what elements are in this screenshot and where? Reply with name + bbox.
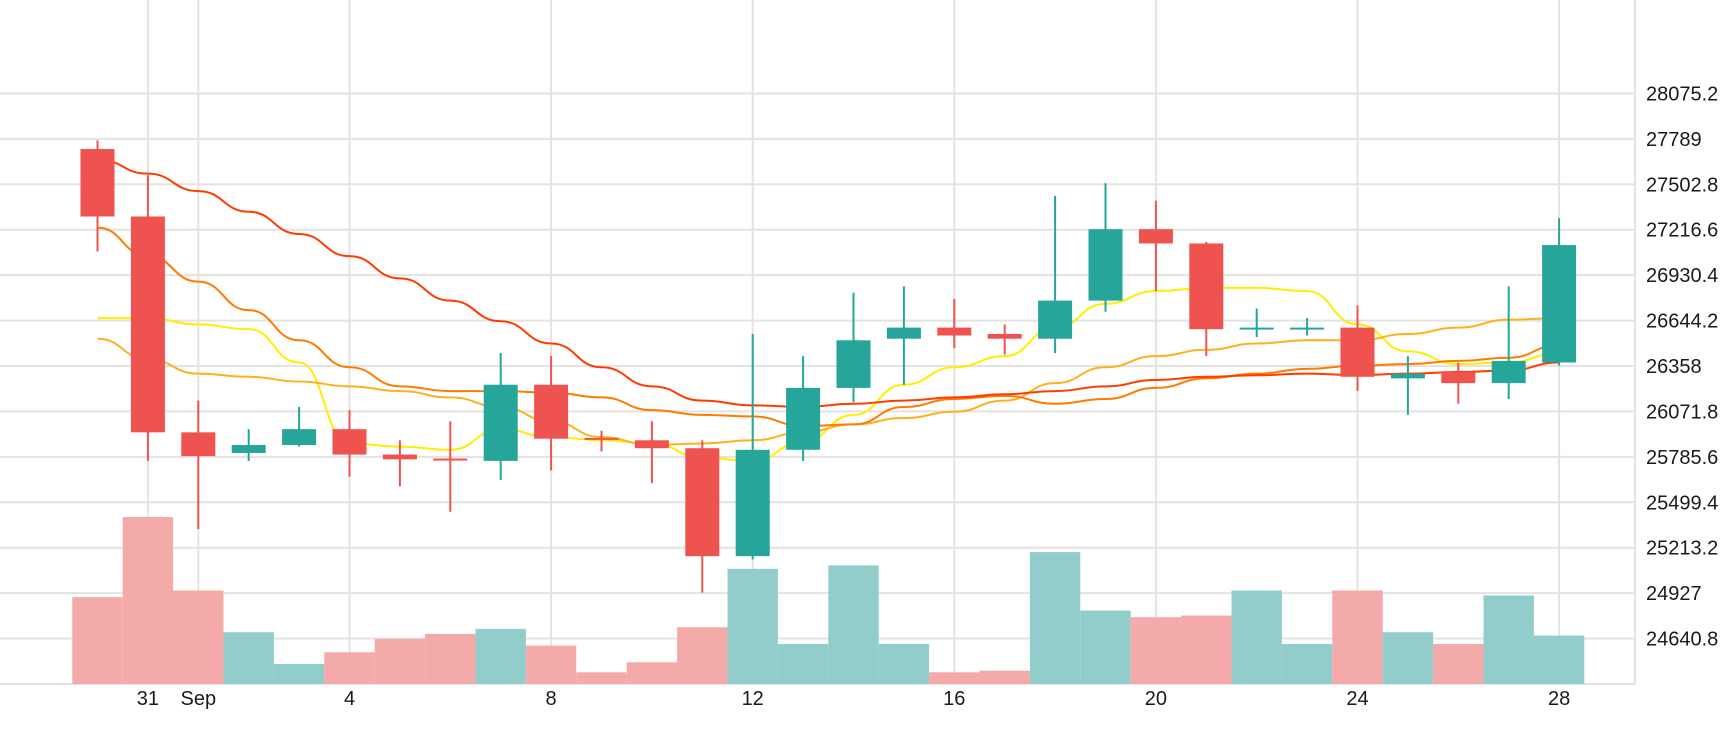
candle-body (231, 445, 266, 453)
candle-body (1088, 229, 1123, 301)
volume-bar (525, 645, 577, 684)
x-tick-label: Sep (181, 688, 217, 710)
volume-bar (727, 568, 778, 684)
candle-body (584, 437, 619, 440)
y-tick-label: 25213.2 (1646, 538, 1718, 560)
x-tick-label: 24 (1346, 688, 1368, 710)
candles (80, 140, 1577, 593)
volume-bar (324, 652, 375, 684)
x-tick-label: 20 (1145, 688, 1167, 710)
candle-body (1138, 229, 1173, 244)
candle-body (987, 333, 1022, 339)
volume-bar (273, 663, 325, 684)
volume-bar (1231, 590, 1282, 684)
y-tick-label: 26358 (1646, 356, 1702, 378)
volume-bar (1080, 610, 1131, 684)
y-tick-label: 24640.8 (1646, 629, 1718, 651)
y-tick-label: 27216.6 (1646, 220, 1718, 242)
candle-body (1491, 360, 1526, 384)
volume-bar (1029, 552, 1081, 684)
candle-body (836, 340, 871, 388)
candle-body (1038, 300, 1073, 339)
x-tick-label: 8 (546, 688, 557, 710)
candle-body (937, 327, 972, 336)
candle-body (735, 449, 770, 557)
volume-bar (173, 590, 224, 684)
volume-bar (1382, 632, 1434, 684)
volume-bar (1332, 590, 1383, 684)
volume-bar (72, 597, 123, 684)
y-tick-label: 26930.4 (1646, 265, 1718, 287)
volume-bar (374, 638, 426, 684)
candle-body (886, 327, 921, 339)
moving-average-line (97, 286, 1560, 462)
candle-body (534, 384, 569, 439)
volume-bar (576, 672, 627, 684)
candle-body (1390, 373, 1425, 379)
y-tick-label: 25499.4 (1646, 492, 1718, 514)
y-tick-label: 24927 (1646, 583, 1702, 605)
volume-bar (979, 670, 1030, 684)
y-axis-labels: 24640.8 24927 25213.2 25499.4 25785.6 26071.8… (1646, 83, 1718, 650)
x-tick-label: 28 (1548, 688, 1570, 710)
grid (0, 0, 1636, 685)
candle-body (130, 216, 165, 433)
volume-bar (1130, 617, 1182, 684)
candle-body (483, 384, 518, 461)
x-tick-label: 31 (137, 688, 159, 710)
volume-bar (1483, 595, 1534, 684)
volume-bar (878, 643, 930, 684)
volume-bar (1533, 635, 1585, 684)
moving-average-line (97, 317, 1560, 447)
moving-average-line (97, 158, 1560, 408)
candle-body (181, 432, 216, 457)
volume-bar (223, 632, 274, 684)
volume-bar (1181, 615, 1232, 684)
candle-body (80, 149, 115, 217)
volume-bars (72, 517, 1585, 684)
y-tick-label: 27789 (1646, 129, 1702, 151)
volume-bar (1281, 643, 1333, 684)
y-tick-label: 27502.8 (1646, 174, 1718, 196)
volume-bar (626, 662, 678, 684)
volume-bar (475, 628, 526, 684)
candle-body (1542, 245, 1577, 363)
candle-body (332, 429, 367, 455)
volume-bar (828, 565, 879, 684)
x-axis-labels: 31 Sep 4 8 12 16 20 24 28 (137, 688, 1570, 710)
candle-body (1239, 327, 1274, 330)
moving-average-line (97, 226, 1560, 427)
candle-body (1441, 372, 1476, 384)
candle-body (1189, 243, 1224, 330)
moving-average-lines (97, 158, 1560, 462)
candle-body (1340, 327, 1375, 377)
volume-bar (425, 633, 476, 684)
y-tick-label: 25785.6 (1646, 447, 1718, 469)
x-tick-label: 12 (742, 688, 764, 710)
candle-body (786, 387, 821, 450)
volume-bar (122, 517, 174, 684)
candle-body (634, 440, 669, 449)
y-tick-label: 26644.2 (1646, 311, 1718, 333)
candle-body (282, 429, 317, 446)
y-tick-label: 26071.8 (1646, 401, 1718, 423)
y-tick-label: 28075.2 (1646, 83, 1718, 105)
candle-body (433, 458, 468, 461)
candle-body (1290, 327, 1325, 330)
volume-bar (1433, 643, 1484, 684)
volume-bar (929, 672, 980, 684)
candle-body (685, 448, 720, 557)
volume-bar (777, 643, 829, 684)
volume-bar (677, 627, 728, 684)
x-tick-label: 16 (943, 688, 965, 710)
x-tick-label: 4 (344, 688, 355, 710)
candle-body (382, 454, 417, 460)
